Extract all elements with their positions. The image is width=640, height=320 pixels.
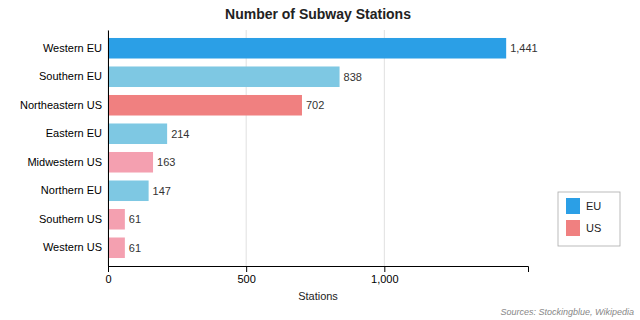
tick-label: Western US xyxy=(43,241,102,253)
tick-mark xyxy=(246,266,247,272)
tick-label: Northeastern US xyxy=(20,99,102,111)
tick-label: 500 xyxy=(237,273,255,285)
data-label: 147 xyxy=(153,185,171,197)
y-tick: Western EU xyxy=(43,42,108,54)
grid-line xyxy=(384,30,385,266)
grid xyxy=(108,30,384,266)
title: Number of Subway Stations xyxy=(225,6,411,22)
data-label: 61 xyxy=(129,242,141,254)
data-label: 163 xyxy=(157,156,175,168)
grid-line xyxy=(108,30,109,266)
tick-label: 0 xyxy=(105,273,111,285)
data-label: 702 xyxy=(306,99,324,111)
y-tick: Western US xyxy=(43,241,108,253)
x-tick: 500 xyxy=(237,266,255,285)
legend-swatch xyxy=(566,220,580,236)
data-labels: 1,441 838 214 147 702 163 61 61 xyxy=(129,42,538,254)
data-label: 838 xyxy=(344,71,362,83)
x-axis-title: Stations xyxy=(298,290,338,302)
bar xyxy=(108,38,506,59)
data-label: 214 xyxy=(171,128,189,140)
y-tick: Southern EU xyxy=(39,70,108,82)
bar xyxy=(108,66,340,87)
bar xyxy=(108,123,167,144)
y-tick: Eastern EU xyxy=(46,127,108,139)
y-tick: Southern US xyxy=(39,213,108,225)
legend-label: EU xyxy=(586,200,601,212)
bar xyxy=(108,95,302,116)
chart: 1,441 838 214 147 702 163 61 61 0 500 1,000 Western… xyxy=(0,0,640,320)
legend: EU US xyxy=(558,192,620,246)
tick-mark xyxy=(384,266,385,272)
legend-box xyxy=(558,192,620,246)
axis-line xyxy=(108,31,109,267)
tick-mark xyxy=(108,266,109,272)
bar xyxy=(108,180,149,201)
x-tick: 1,000 xyxy=(371,266,399,285)
tick-label: Northern EU xyxy=(41,184,102,196)
grid-line xyxy=(246,30,247,266)
y-tick: Northern EU xyxy=(41,184,108,196)
data-label: 1,441 xyxy=(510,42,538,54)
legend-label: US xyxy=(586,222,601,234)
tick-label: Southern EU xyxy=(39,70,102,82)
x-axis: 0 500 1,000 xyxy=(105,266,528,285)
bars xyxy=(108,38,506,258)
tick-label: Eastern EU xyxy=(46,127,102,139)
data-label: 61 xyxy=(129,213,141,225)
x-tick: 0 xyxy=(105,266,111,285)
tick-label: 1,000 xyxy=(371,273,399,285)
bar xyxy=(108,209,125,230)
tick-label: Southern US xyxy=(39,213,102,225)
bar xyxy=(108,152,153,173)
tick-label: Midwestern US xyxy=(27,156,102,168)
tick-label: Western EU xyxy=(43,42,102,54)
axis-line xyxy=(109,267,529,273)
y-axis: Western EU Southern EU Northeastern US East… xyxy=(20,31,108,267)
y-tick: Northeastern US xyxy=(20,99,108,111)
source-note: Sources: Stockingblue, Wikipedia xyxy=(501,307,635,317)
bar xyxy=(108,237,125,258)
y-tick: Midwestern US xyxy=(27,156,108,168)
legend-swatch xyxy=(566,198,580,214)
